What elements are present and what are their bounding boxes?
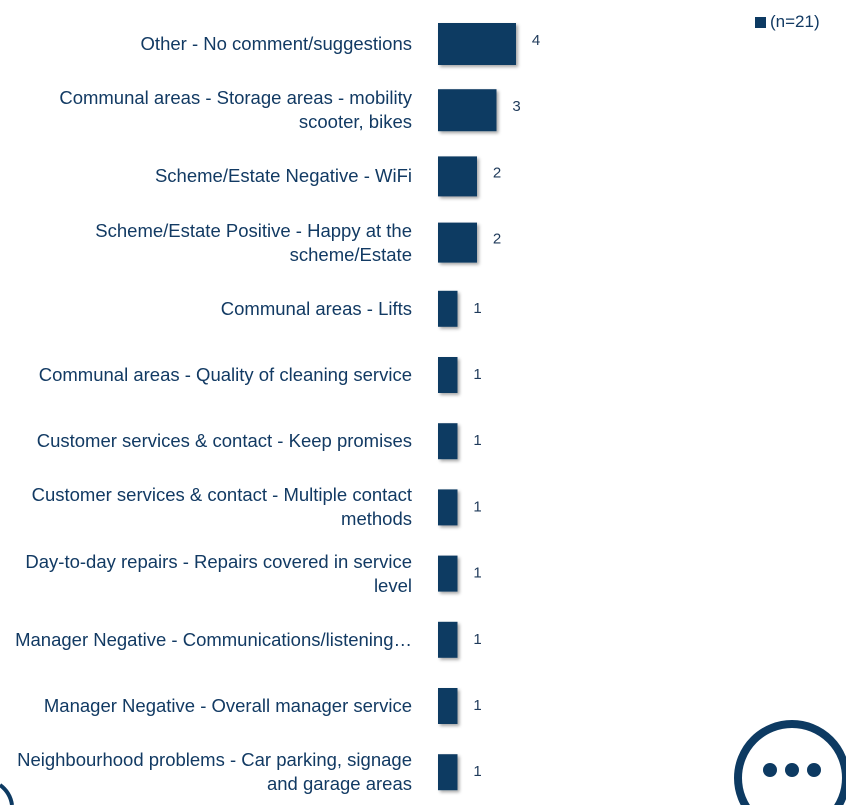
value-label: 1: [473, 498, 481, 515]
category-label: Other - No comment/suggestions: [0, 32, 412, 56]
bar: [438, 754, 458, 791]
value-label: 3: [512, 98, 520, 115]
value-label: 4: [532, 32, 540, 49]
category-text: Communal areas - Lifts: [220, 297, 412, 319]
category-label: Communal areas - Lifts: [0, 297, 412, 321]
category-text: Manager Negative - Communications/listen…: [15, 628, 412, 650]
legend-swatch: [755, 16, 766, 28]
value-label: 1: [473, 631, 481, 648]
decor-arc: [0, 783, 14, 805]
bar: [438, 89, 497, 132]
category-text: Communal areas - Quality of cleaning ser…: [38, 364, 412, 385]
category-text: Communal areas - Storage areas - mobilit…: [59, 87, 412, 133]
value-label: 1: [473, 366, 481, 383]
value-label: 1: [473, 763, 481, 780]
bar: [438, 489, 458, 526]
category-label: Communal areas - Storage areas - mobilit…: [0, 86, 412, 134]
value-label: 2: [493, 231, 501, 248]
legend-label: (n=21): [770, 12, 820, 31]
category-text: Scheme/Estate Positive - Happy at the sc…: [95, 219, 412, 265]
value-label: 1: [473, 300, 481, 317]
category-text: Scheme/Estate Negative - WiFi: [154, 165, 412, 187]
bar: [438, 688, 458, 724]
bar: [438, 357, 458, 393]
bar: [438, 156, 477, 197]
category-text: Manager Negative - Overall manager servi…: [43, 695, 412, 716]
bar: [438, 222, 477, 263]
category-label: Manager Negative - Communications/listen…: [0, 628, 412, 652]
category-label: Scheme/Estate Negative - WiFi: [0, 164, 412, 188]
value-label: 1: [473, 565, 481, 582]
category-label: Manager Negative - Overall manager servi…: [0, 694, 412, 718]
category-text: Customer services & contact - Keep promi…: [36, 430, 412, 452]
bar: [438, 621, 458, 658]
category-text: Other - No comment/suggestions: [140, 33, 412, 54]
category-label: Day-to-day repairs - Repairs covered in …: [0, 550, 412, 598]
value-label: 1: [473, 697, 481, 714]
chat-icon[interactable]: [734, 720, 846, 805]
legend: (n=21): [755, 12, 820, 32]
value-label: 2: [493, 164, 501, 181]
value-label: 1: [473, 432, 481, 449]
bar: [438, 555, 458, 592]
bar: [438, 23, 516, 65]
category-label: Communal areas - Quality of cleaning ser…: [0, 363, 412, 387]
category-text: Neighbourhood problems - Car parking, si…: [17, 749, 412, 795]
category-text: Day-to-day repairs - Repairs covered in …: [25, 550, 412, 596]
category-text: Customer services & contact - Multiple c…: [31, 484, 412, 530]
bar: [438, 423, 458, 460]
category-label: Scheme/Estate Positive - Happy at the sc…: [0, 219, 412, 267]
bar: [438, 290, 458, 327]
category-label: Customer services & contact - Multiple c…: [0, 483, 412, 531]
category-label: Customer services & contact - Keep promi…: [0, 429, 412, 453]
category-label: Neighbourhood problems - Car parking, si…: [0, 748, 412, 796]
